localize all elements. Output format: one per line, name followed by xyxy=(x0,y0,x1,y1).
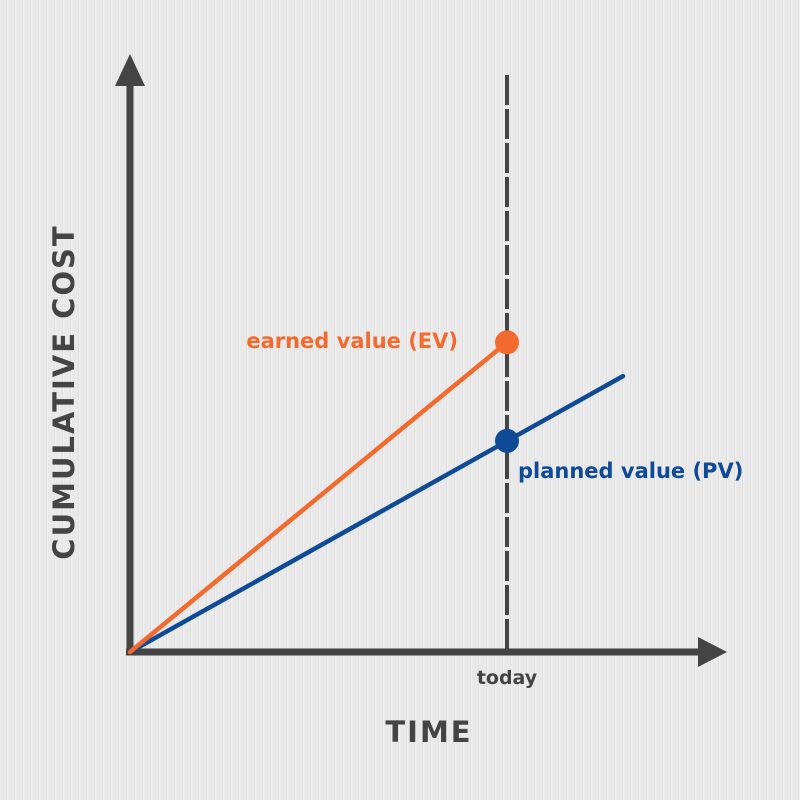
series-line-planned-value xyxy=(127,373,626,655)
x-axis-arrowhead xyxy=(698,637,727,667)
x-axis-title: TIME xyxy=(385,715,472,749)
series-line-earned-value xyxy=(127,340,510,655)
earned-value-point xyxy=(495,330,519,355)
today-marker-label: today xyxy=(477,667,538,689)
y-axis-title: CUMULATIVE COST xyxy=(47,224,81,559)
planned-value-point xyxy=(495,428,519,453)
y-axis-arrowhead xyxy=(115,54,145,86)
series-label-planned-value: planned value (PV) xyxy=(518,459,743,483)
series-label-earned-value: earned value (EV) xyxy=(246,329,458,353)
